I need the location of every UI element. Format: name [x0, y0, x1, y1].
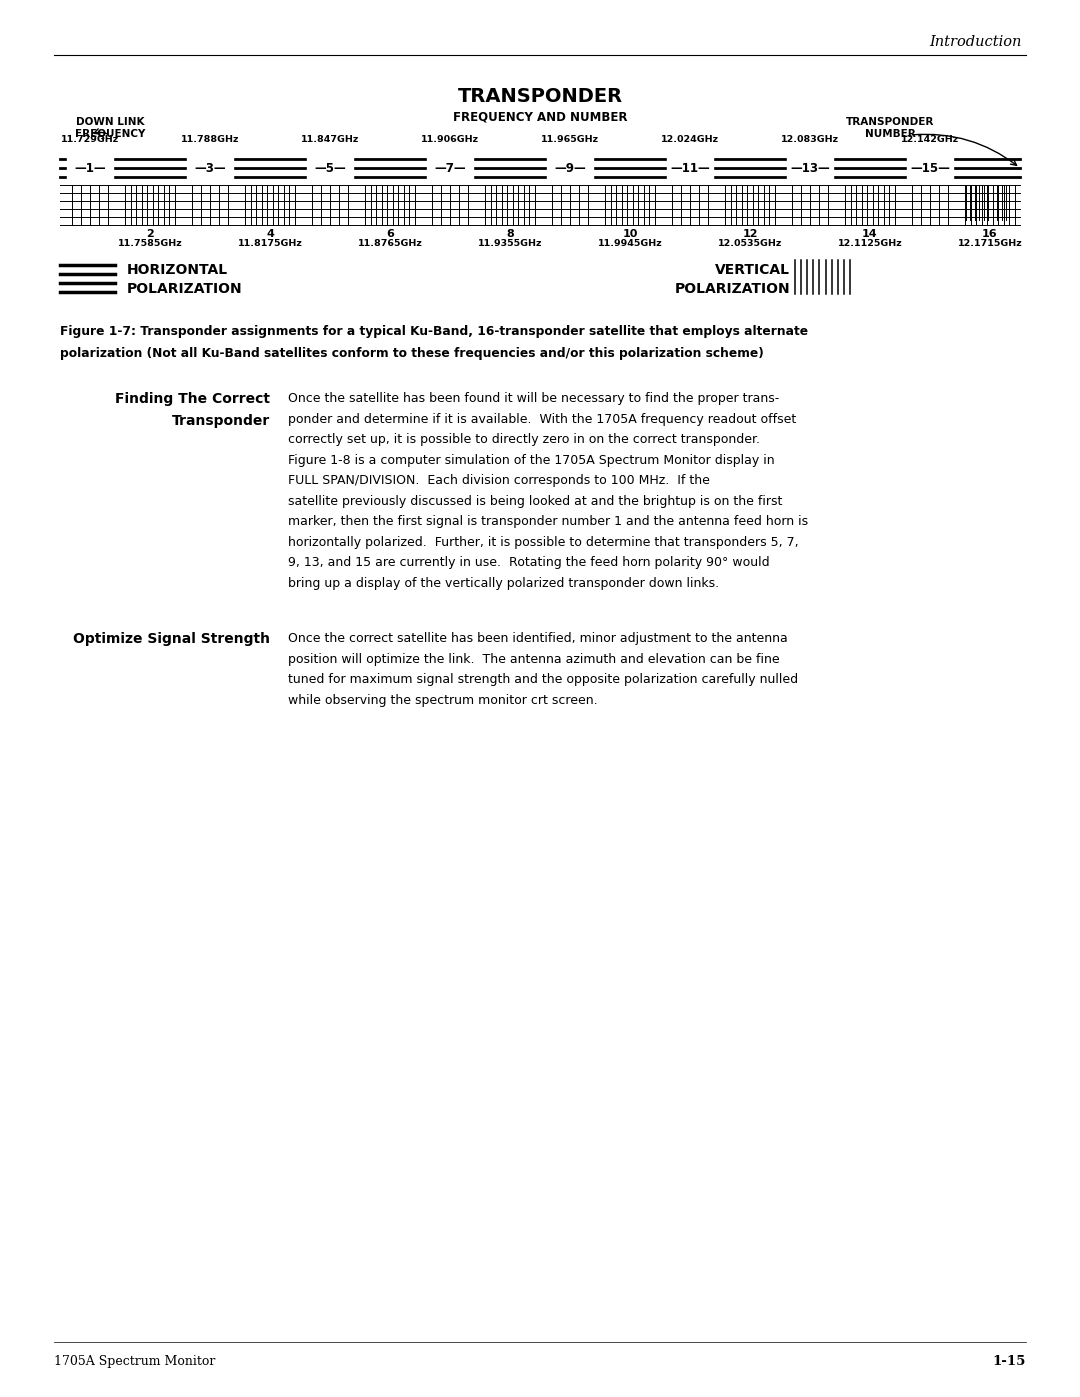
Text: 11.8175GHz: 11.8175GHz [238, 239, 302, 249]
Text: polarization (Not all Ku-Band satellites conform to these frequencies and/or thi: polarization (Not all Ku-Band satellites… [60, 346, 764, 360]
Text: 10: 10 [622, 229, 637, 239]
Text: FULL SPAN/DIVISION.  Each division corresponds to 100 MHz.  If the: FULL SPAN/DIVISION. Each division corres… [288, 474, 710, 488]
Text: Optimize Signal Strength: Optimize Signal Strength [73, 631, 270, 645]
Text: marker, then the first signal is transponder number 1 and the antenna feed horn : marker, then the first signal is transpo… [288, 515, 808, 528]
Text: POLARIZATION: POLARIZATION [674, 282, 789, 296]
Text: —11—: —11— [670, 162, 710, 175]
Bar [907, 156, 953, 179]
Text: VERTICAL: VERTICAL [715, 263, 789, 277]
Text: 1-15: 1-15 [993, 1355, 1026, 1368]
Text: 12: 12 [742, 229, 758, 239]
Text: TRANSPONDER
NUMBER: TRANSPONDER NUMBER [846, 117, 934, 138]
Text: 11.7585GHz: 11.7585GHz [118, 239, 183, 249]
Text: 11.847GHz: 11.847GHz [301, 136, 360, 144]
Text: satellite previously discussed is being looked at and the brightup is on the fir: satellite previously discussed is being … [288, 495, 782, 507]
Bar [428, 156, 473, 179]
Text: Once the satellite has been found it will be necessary to find the proper trans-: Once the satellite has been found it wil… [288, 393, 780, 405]
Text: Figure 1-7: Transponder assignments for a typical Ku-Band, 16-transponder satell: Figure 1-7: Transponder assignments for … [60, 326, 808, 338]
Text: Transponder: Transponder [172, 414, 270, 427]
Text: —5—: —5— [314, 162, 346, 175]
Text: 11.9355GHz: 11.9355GHz [477, 239, 542, 249]
Text: Introduction: Introduction [930, 35, 1022, 49]
Text: 16: 16 [982, 229, 998, 239]
Text: —1—: —1— [75, 162, 106, 175]
Text: —13—: —13— [791, 162, 829, 175]
Text: while observing the spectrum monitor crt screen.: while observing the spectrum monitor crt… [288, 693, 597, 707]
Text: 9, 13, and 15 are currently in use.  Rotating the feed horn polarity 90° would: 9, 13, and 15 are currently in use. Rota… [288, 556, 770, 569]
Text: 8: 8 [507, 229, 514, 239]
Text: 2: 2 [146, 229, 153, 239]
Text: 12.1715GHz: 12.1715GHz [958, 239, 1023, 249]
Text: 11.729GHz: 11.729GHz [60, 136, 119, 144]
Text: tuned for maximum signal strength and the opposite polarization carefully nulled: tuned for maximum signal strength and th… [288, 673, 798, 686]
Text: 12.083GHz: 12.083GHz [781, 136, 839, 144]
Bar [187, 156, 233, 179]
Text: HORIZONTAL: HORIZONTAL [127, 263, 228, 277]
Text: 4: 4 [266, 229, 274, 239]
Text: horizontally polarized.  Further, it is possible to determine that transponders : horizontally polarized. Further, it is p… [288, 535, 798, 549]
Text: —15—: —15— [910, 162, 950, 175]
Text: 12.1125GHz: 12.1125GHz [838, 239, 903, 249]
Text: correctly set up, it is possible to directly zero in on the correct transponder.: correctly set up, it is possible to dire… [288, 433, 760, 446]
Text: Figure 1-8 is a computer simulation of the 1705A Spectrum Monitor display in: Figure 1-8 is a computer simulation of t… [288, 454, 774, 467]
Text: 14: 14 [862, 229, 878, 239]
Text: 11.788GHz: 11.788GHz [180, 136, 240, 144]
Text: TRANSPONDER: TRANSPONDER [458, 87, 622, 106]
Text: ponder and determine if it is available.  With the 1705A frequency readout offse: ponder and determine if it is available.… [288, 412, 796, 426]
Bar [787, 156, 833, 179]
Text: —7—: —7— [434, 162, 465, 175]
Text: 11.8765GHz: 11.8765GHz [357, 239, 422, 249]
Text: 11.965GHz: 11.965GHz [541, 136, 599, 144]
Text: 12.024GHz: 12.024GHz [661, 136, 719, 144]
Text: 6: 6 [386, 229, 394, 239]
Bar [667, 156, 713, 179]
Text: 11.906GHz: 11.906GHz [421, 136, 480, 144]
Text: Once the correct satellite has been identified, minor adjustment to the antenna: Once the correct satellite has been iden… [288, 631, 787, 645]
Text: 11.9945GHz: 11.9945GHz [597, 239, 662, 249]
Text: —3—: —3— [194, 162, 226, 175]
Text: position will optimize the link.  The antenna azimuth and elevation can be fine: position will optimize the link. The ant… [288, 652, 780, 665]
Text: Finding The Correct: Finding The Correct [114, 393, 270, 407]
Text: —9—: —9— [554, 162, 585, 175]
Text: 12.0535GHz: 12.0535GHz [718, 239, 782, 249]
Bar [307, 156, 353, 179]
Text: 12.142GHz: 12.142GHz [901, 136, 959, 144]
Bar [67, 156, 112, 179]
Bar [548, 156, 593, 179]
Text: POLARIZATION: POLARIZATION [127, 282, 243, 296]
Text: bring up a display of the vertically polarized transponder down links.: bring up a display of the vertically pol… [288, 577, 719, 590]
Text: DOWN LINK
FREQUENCY: DOWN LINK FREQUENCY [75, 117, 145, 138]
Text: FREQUENCY AND NUMBER: FREQUENCY AND NUMBER [453, 110, 627, 123]
Text: 1705A Spectrum Monitor: 1705A Spectrum Monitor [54, 1355, 215, 1368]
